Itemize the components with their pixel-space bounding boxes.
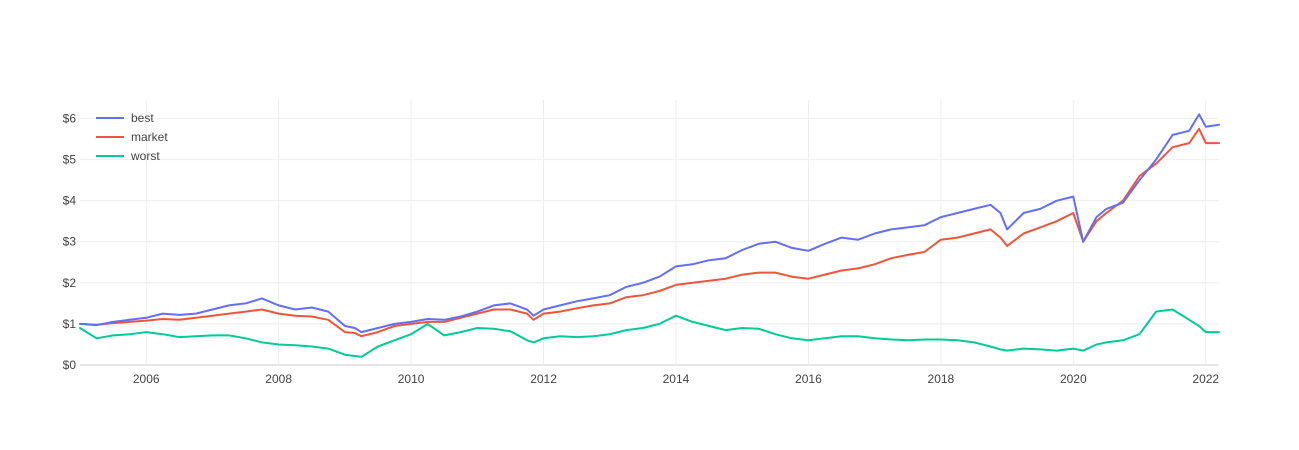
x-tick-label: 2018 bbox=[928, 372, 955, 386]
legend-label: best bbox=[131, 111, 154, 125]
gridlines bbox=[80, 100, 1219, 366]
y-tick-label: $6 bbox=[63, 111, 77, 125]
y-tick-label: $3 bbox=[63, 235, 77, 249]
x-tick-label: 2006 bbox=[133, 372, 160, 386]
series-lines bbox=[79, 113, 1220, 358]
y-tick-label: $0 bbox=[63, 358, 77, 372]
y-tick-label: $1 bbox=[63, 317, 77, 331]
legend[interactable]: best market worst bbox=[96, 111, 168, 163]
x-tick-label: 2008 bbox=[265, 372, 292, 386]
legend-label: worst bbox=[130, 149, 160, 163]
series-line-best[interactable] bbox=[79, 113, 1220, 334]
x-tick-label: 2022 bbox=[1192, 372, 1219, 386]
axis-tick-labels: $0 $1 $2 $3 $4 $5 $6 2006 2008 2010 2012 2014 2016 20… bbox=[63, 111, 1220, 386]
x-tick-label: 2014 bbox=[663, 372, 690, 386]
legend-item-best[interactable]: best bbox=[96, 111, 154, 125]
x-tick-label: 2020 bbox=[1060, 372, 1087, 386]
x-tick-label: 2010 bbox=[398, 372, 425, 386]
x-tick-label: 2016 bbox=[795, 372, 822, 386]
x-tick-label: 2012 bbox=[530, 372, 557, 386]
series-line-market[interactable] bbox=[79, 127, 1220, 338]
y-tick-label: $2 bbox=[63, 276, 77, 290]
y-tick-label: $4 bbox=[63, 194, 77, 208]
series-line-worst[interactable] bbox=[79, 308, 1220, 358]
legend-label: market bbox=[131, 130, 168, 144]
legend-item-market[interactable]: market bbox=[96, 130, 168, 144]
legend-item-worst[interactable]: worst bbox=[96, 149, 160, 163]
y-tick-label: $5 bbox=[63, 153, 77, 167]
